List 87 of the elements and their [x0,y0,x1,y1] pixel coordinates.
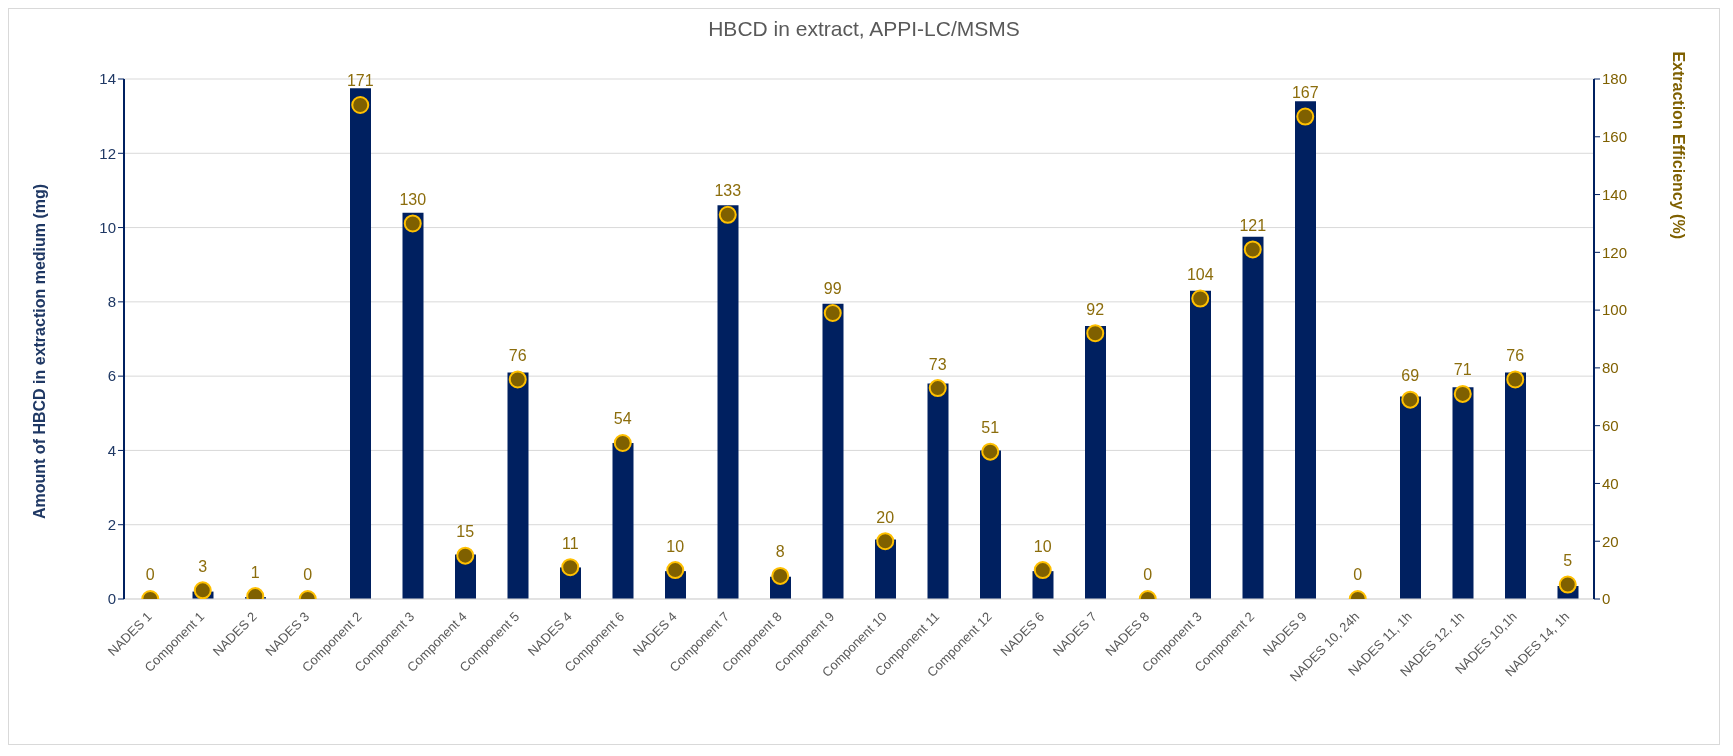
data-label: 8 [775,543,785,561]
point [1506,370,1525,389]
data-label: 73 [928,355,947,373]
bar [980,450,1001,599]
y2-tick-label: 140 [1602,185,1628,203]
bar [927,383,949,599]
bar [1505,372,1526,599]
data-label: 54 [613,410,632,428]
y-tick-label: 6 [107,367,116,385]
data-label: 3 [198,557,208,575]
data-label: 0 [145,566,155,584]
bar [1085,326,1106,599]
point [771,566,790,585]
point [351,96,370,114]
point [1243,240,1262,259]
y-tick-label: 14 [99,70,116,88]
y2-tick-label: 160 [1602,128,1628,146]
data-label: 167 [1291,84,1319,102]
data-label: 10 [1033,537,1052,555]
data-label: 11 [561,534,579,552]
point [666,561,685,580]
point [718,205,737,224]
y2-tick-label: 180 [1602,70,1628,88]
data-label: 0 [303,566,313,584]
point [508,370,527,389]
data-label: 76 [508,346,527,364]
point [1033,561,1052,580]
bar [402,212,424,599]
y2-tick-label: 60 [1602,416,1619,434]
y2-tick-label: 100 [1602,301,1628,319]
y-axis-title: Amount of HBCD in extraction medium (mg) [30,183,48,519]
y2-tick-label: 40 [1602,474,1619,492]
point [561,558,580,577]
data-label: 121 [1239,216,1267,234]
bar [612,443,634,599]
point [981,442,1000,461]
y2-tick-label: 20 [1602,532,1619,550]
data-label: 99 [823,280,842,298]
point [1086,324,1105,343]
point [1558,575,1577,594]
chart-title: HBCD in extract, APPI-LC/MSMS [707,16,1021,42]
point [1296,107,1315,126]
point [1453,384,1472,403]
y-tick-label: 2 [107,516,116,534]
data-label: 51 [981,419,1000,437]
data-label: 104 [1186,266,1214,284]
y2-tick-label: 120 [1602,243,1628,261]
data-label: 171 [346,72,374,90]
y-tick-label: 10 [99,218,116,236]
y-tick-label: 0 [107,590,116,608]
bar [1190,290,1211,599]
data-label: 0 [1143,566,1153,584]
point [456,546,475,565]
y-tick-label: 12 [99,144,116,162]
point [823,304,842,322]
bar [717,205,739,599]
bar [822,303,844,599]
y-tick-label: 4 [107,441,116,459]
data-label: 0 [1353,566,1363,584]
bar [507,372,529,599]
bar [1295,101,1316,599]
point [613,434,632,452]
bar [1242,236,1264,599]
data-label: 69 [1401,367,1420,385]
data-label: 76 [1506,346,1525,364]
data-label: 133 [714,182,742,200]
data-label: 5 [1563,552,1573,570]
bar [1400,396,1421,599]
point [193,581,212,599]
bar [350,88,371,599]
point [1191,289,1210,308]
point [876,532,895,551]
data-label: 10 [666,537,685,555]
data-label: 71 [1453,361,1472,379]
data-label: 92 [1086,300,1105,318]
y2-tick-label: 80 [1602,359,1619,377]
point [1401,390,1420,409]
point [928,379,947,398]
data-label: 130 [399,190,427,208]
data-label: 20 [876,508,895,526]
y2-axis-title: Extraction Efficiency (%) [1670,51,1688,239]
point [403,214,422,233]
y-tick-label: 8 [107,293,116,311]
data-label: 1 [250,563,260,581]
data-label: 15 [456,523,475,541]
y2-tick-label: 0 [1602,590,1611,608]
bar [1452,387,1474,599]
